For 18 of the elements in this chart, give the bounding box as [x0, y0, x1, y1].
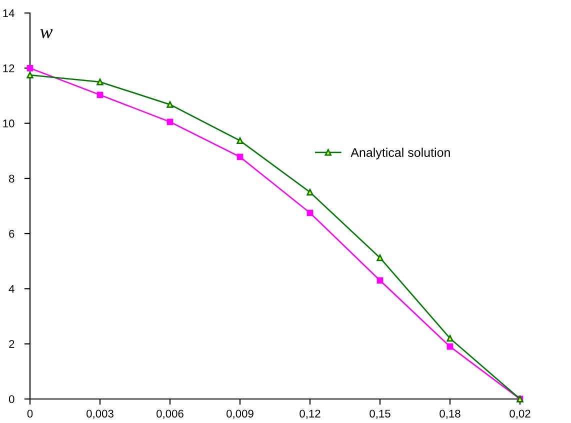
- x-tick-label: 0,18: [440, 410, 460, 419]
- y-tick-label: 2: [9, 340, 14, 348]
- y-tick-label: 6: [9, 230, 14, 238]
- x-tick-label: 0,009: [226, 410, 254, 419]
- y-tick-label: 10: [3, 120, 14, 128]
- y-tick-label: 0: [8, 395, 14, 404]
- y-tick-label: 4: [8, 285, 14, 293]
- legend-label: Analytical solution: [350, 148, 450, 160]
- y-tick-label: 8: [9, 174, 14, 183]
- x-tick-label: 0,12: [300, 410, 320, 419]
- x-tick-label: 0,006: [156, 410, 184, 419]
- x-tick-label: 0,003: [86, 410, 114, 419]
- y-tick-label: 14: [3, 9, 14, 18]
- y-tick-label: 12: [3, 64, 14, 72]
- y-axis-title: w: [40, 29, 53, 38]
- x-tick-label: 0: [27, 410, 33, 418]
- x-tick-label: 0,15: [370, 410, 390, 419]
- x-tick-label: 0,02: [510, 410, 530, 419]
